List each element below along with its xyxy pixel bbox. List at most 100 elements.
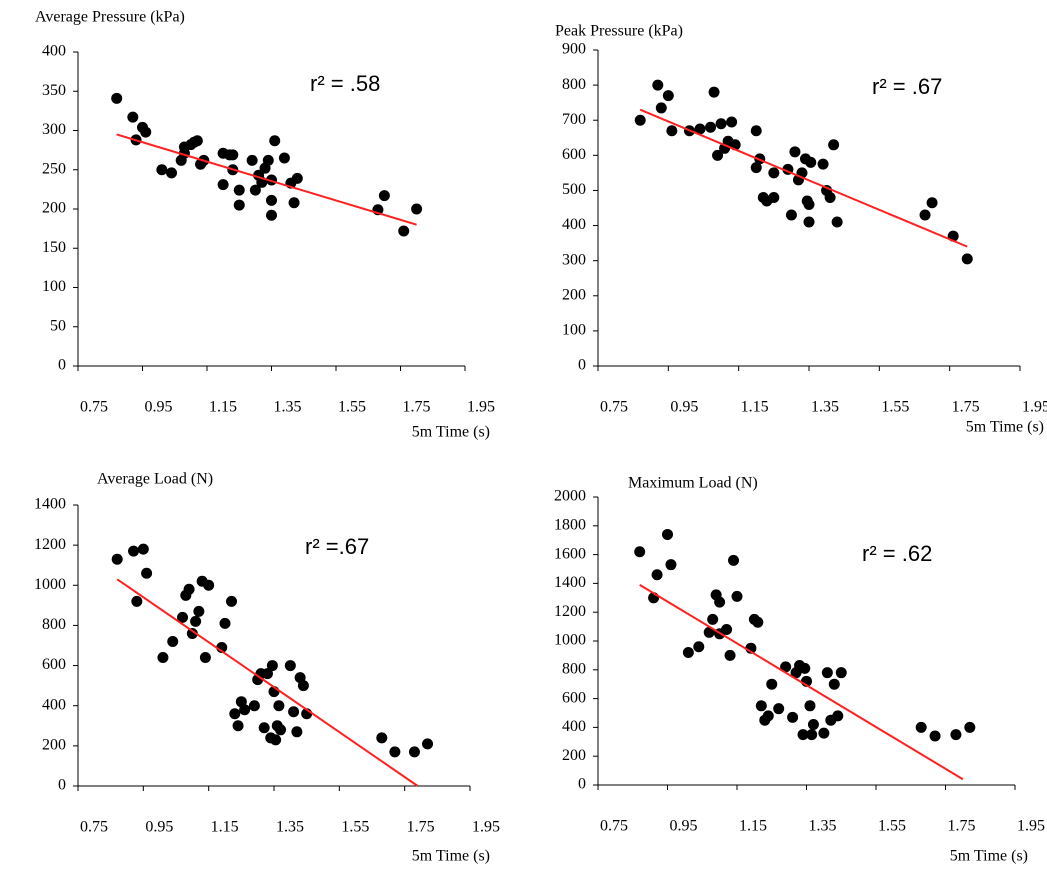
point [715,118,727,130]
point [227,149,239,161]
point [233,199,245,211]
x-tick-label: 1.55 [881,399,909,416]
y-tick-label: 800 [562,76,586,93]
point [166,167,178,179]
point [752,616,764,628]
y-tick-label: 50 [50,317,66,334]
point [665,559,677,571]
y-tick-label: 600 [562,689,586,706]
point [915,721,927,733]
x-tick-label: 0.75 [80,819,108,836]
y-tick-label: 200 [42,737,66,754]
point [789,146,801,158]
y-tick-label: 250 [42,160,66,177]
point [832,710,844,722]
chart-title: Average Load (N) [97,471,213,488]
point [652,79,664,91]
trendline [639,108,968,248]
trendline [639,583,964,781]
y-tick-label: 1800 [554,516,586,533]
x-tick-label: 0.75 [80,399,108,416]
point [239,704,251,716]
point [750,125,762,137]
point [131,595,143,607]
point [128,545,140,557]
point [950,729,962,741]
point [297,680,309,692]
point [666,125,678,137]
point [177,611,189,623]
x-tick-label: 1.55 [878,818,906,835]
x-tick-label: 1.55 [341,819,369,836]
y-tick-label: 400 [562,718,586,735]
point [141,567,153,579]
point [768,191,780,203]
point [266,660,278,672]
x-axis-label: 5m Time (s) [950,848,1028,865]
point [807,719,819,731]
y-tick-label: 150 [42,239,66,256]
point [217,179,229,191]
y-tick-label: 100 [42,278,66,295]
point [662,528,673,540]
point [799,662,811,674]
point [137,543,149,555]
y-tick-label: 1400 [554,574,586,591]
x-tick-label: 0.95 [145,399,173,416]
point [662,90,674,102]
x-tick-label: 1.95 [467,399,495,416]
point [167,635,179,647]
point [828,139,840,151]
r-squared: r² = .67 [872,74,942,99]
x-tick-label: 1.95 [1022,399,1047,416]
point [821,667,833,679]
y-tick-label: 500 [562,181,586,198]
point [766,678,778,690]
point [634,546,646,558]
point [232,720,244,732]
point [422,738,434,750]
chart-title: Maximum Load (N) [628,475,758,492]
y-tick-label: 1000 [34,576,66,593]
point [157,652,169,664]
y-tick-label: 2000 [554,488,586,505]
y-tick-label: 700 [562,111,586,128]
point [261,668,273,680]
point [127,111,139,123]
r-squared: r² =.67 [305,534,369,559]
point [682,647,694,659]
x-tick-label: 1.15 [739,818,767,835]
x-tick-label: 1.35 [809,818,837,835]
point [705,121,717,133]
point [246,154,258,166]
x-axis-label: 5m Time (s) [966,419,1044,436]
point [712,149,724,161]
point [708,86,720,98]
chart-title: Peak Pressure (kPa) [555,23,683,40]
point [703,626,715,638]
y-tick-label: 1000 [554,632,586,649]
point [291,172,303,184]
point [929,730,941,742]
point [233,184,245,196]
point [273,700,285,712]
point [785,209,797,221]
y-tick-label: 1200 [554,603,586,620]
point [203,579,215,591]
point [183,583,195,595]
x-tick-label: 1.35 [274,399,302,416]
point [831,216,843,228]
r-squared: r² = .62 [862,541,932,566]
point [805,156,817,168]
point [193,605,205,617]
y-tick-label: 0 [58,777,66,794]
point [724,649,736,661]
y-tick-label: 1600 [554,545,586,562]
point [651,569,663,581]
y-tick-label: 1200 [34,536,66,553]
point [229,708,241,720]
chart-title: Average Pressure (kPa) [35,9,185,26]
y-tick-label: 300 [42,121,66,138]
point [961,253,973,265]
y-tick-label: 1400 [34,496,66,513]
